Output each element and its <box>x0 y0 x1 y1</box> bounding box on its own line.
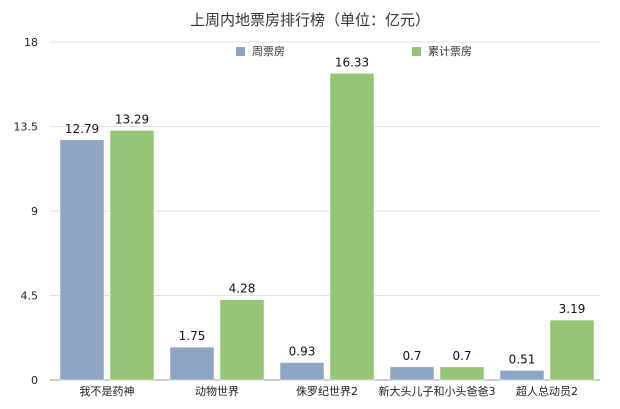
bar <box>329 73 375 381</box>
y-tick-label: 18 <box>24 36 38 49</box>
x-category-label: 超人总动员2 <box>516 384 578 398</box>
bar <box>499 370 545 381</box>
bar-value-label: 0.93 <box>289 345 316 359</box>
bars: 12.79 13.29 1.75 4.28 0.93 16.33 0.7 0.7 0.51 3.1… <box>59 55 595 381</box>
bar <box>389 366 435 381</box>
bar <box>59 139 105 381</box>
bar-value-label: 12.79 <box>65 122 99 136</box>
legend-swatch <box>236 47 245 56</box>
x-axis-categories: 我不是药神 动物世界 侏罗纪世界2 新大头儿子和小头爸爸3 超人总动员2 <box>80 384 579 398</box>
bar-value-label: 0.7 <box>452 349 471 363</box>
bar <box>279 362 325 381</box>
legend: 周票房 累计票房 <box>236 45 472 58</box>
x-category-label: 我不是药神 <box>80 384 135 398</box>
bar <box>439 366 485 381</box>
y-tick-label: 9 <box>31 205 38 218</box>
legend-label: 累计票房 <box>428 45 472 58</box>
chart-title: 上周内地票房排行榜（单位：亿元） <box>190 11 430 29</box>
x-category-label: 新大头儿子和小头爸爸3 <box>379 384 496 398</box>
bar <box>219 299 265 381</box>
bar-value-label: 16.33 <box>335 55 369 69</box>
x-category-label: 动物世界 <box>195 384 239 398</box>
legend-swatch <box>412 47 421 56</box>
bar <box>549 319 595 381</box>
y-axis-ticks: 0 4.5 9 13.5 18 <box>14 36 39 387</box>
bar-value-label: 4.28 <box>229 282 256 296</box>
legend-label: 周票房 <box>252 45 285 58</box>
y-tick-label: 13.5 <box>14 121 39 134</box>
bar-value-label: 3.19 <box>559 302 586 316</box>
y-tick-label: 4.5 <box>21 290 39 303</box>
bar <box>109 130 155 381</box>
bar-value-label: 0.51 <box>509 352 536 366</box>
bar-value-label: 0.7 <box>402 349 421 363</box>
bar <box>169 346 215 381</box>
bar-value-label: 1.75 <box>179 329 206 343</box>
y-tick-label: 0 <box>31 374 38 387</box>
bar-value-label: 13.29 <box>115 112 149 126</box>
x-category-label: 侏罗纪世界2 <box>296 385 358 398</box>
